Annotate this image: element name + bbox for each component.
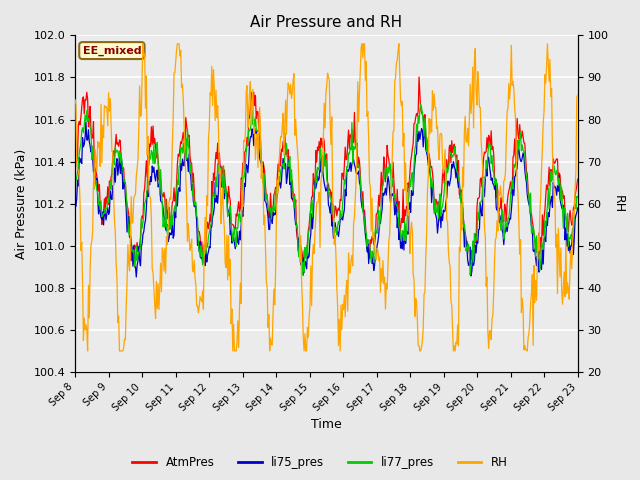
Y-axis label: RH: RH — [612, 194, 625, 213]
X-axis label: Time: Time — [311, 419, 342, 432]
Text: EE_mixed: EE_mixed — [83, 46, 141, 56]
Title: Air Pressure and RH: Air Pressure and RH — [250, 15, 403, 30]
Y-axis label: Air Pressure (kPa): Air Pressure (kPa) — [15, 148, 28, 259]
Legend: AtmPres, li75_pres, li77_pres, RH: AtmPres, li75_pres, li77_pres, RH — [128, 452, 512, 474]
